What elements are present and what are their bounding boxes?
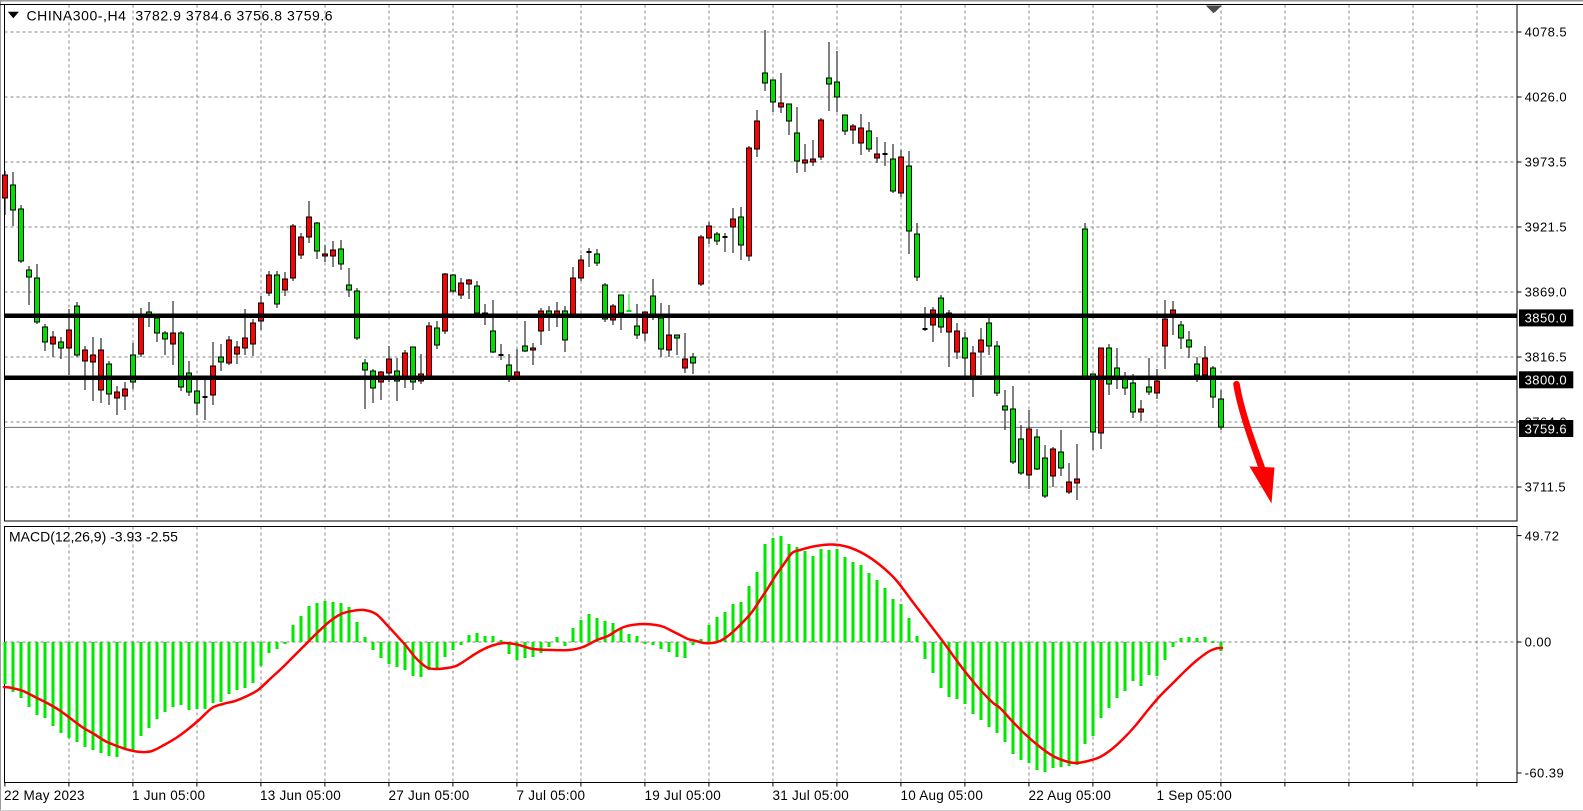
svg-text:27 Jun 05:00: 27 Jun 05:00 — [389, 788, 470, 803]
svg-text:CHINA300-,H4 3782.9 3784.6 37: CHINA300-,H4 3782.9 3784.6 3756.8 3759.6 — [27, 8, 334, 24]
svg-text:3816.5: 3816.5 — [1525, 350, 1567, 365]
svg-text:3800.0: 3800.0 — [1525, 373, 1567, 388]
svg-text:4026.0: 4026.0 — [1525, 90, 1567, 105]
svg-text:31 Jul 05:00: 31 Jul 05:00 — [773, 788, 850, 803]
svg-text:1 Jun 05:00: 1 Jun 05:00 — [132, 788, 205, 803]
svg-text:4078.5: 4078.5 — [1525, 25, 1567, 40]
svg-text:0.00: 0.00 — [1525, 635, 1552, 650]
svg-text:19 Jul 05:00: 19 Jul 05:00 — [645, 788, 722, 803]
svg-text:3759.6: 3759.6 — [1525, 421, 1567, 436]
svg-text:22 Aug 05:00: 22 Aug 05:00 — [1029, 788, 1112, 803]
svg-text:13 Jun 05:00: 13 Jun 05:00 — [260, 788, 341, 803]
svg-text:3973.5: 3973.5 — [1525, 155, 1567, 170]
svg-text:49.72: 49.72 — [1525, 528, 1560, 543]
svg-text:MACD(12,26,9) -3.93 -2.55: MACD(12,26,9) -3.93 -2.55 — [9, 529, 178, 545]
svg-text:3869.0: 3869.0 — [1525, 285, 1567, 300]
svg-text:7 Jul 05:00: 7 Jul 05:00 — [517, 788, 586, 803]
svg-text:3711.5: 3711.5 — [1525, 480, 1567, 495]
svg-text:3921.5: 3921.5 — [1525, 220, 1567, 235]
svg-text:-60.39: -60.39 — [1525, 766, 1565, 781]
svg-text:22 May 2023: 22 May 2023 — [4, 788, 85, 803]
svg-text:1 Sep 05:00: 1 Sep 05:00 — [1157, 788, 1233, 803]
svg-text:3850.0: 3850.0 — [1525, 311, 1567, 326]
svg-text:10 Aug 05:00: 10 Aug 05:00 — [901, 788, 984, 803]
